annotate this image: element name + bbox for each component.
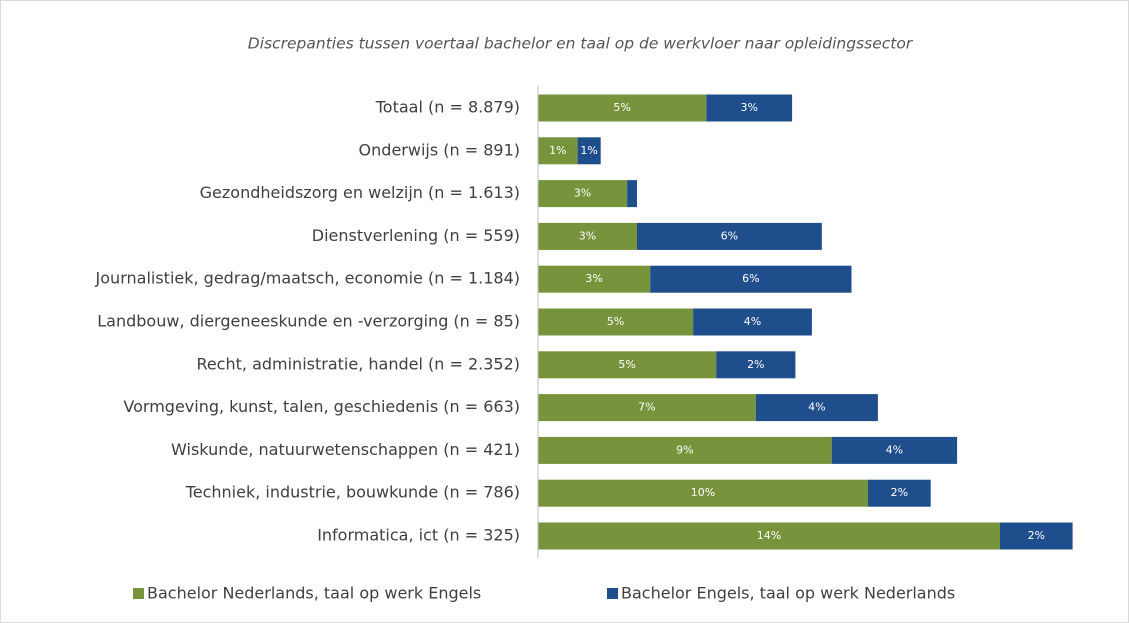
bar-segment <box>538 94 707 122</box>
value-label: 3% <box>579 229 596 242</box>
value-label: 4% <box>808 401 825 414</box>
category-label: Gezondheidszorg en welzijn (n = 1.613) <box>200 183 520 202</box>
category-label: Journalistiek, gedrag/maatsch, economie … <box>95 269 520 288</box>
bar-segment <box>706 94 793 122</box>
value-label: 3% <box>574 187 591 200</box>
legend-label: Bachelor Nederlands, taal op werk Engels <box>147 584 481 603</box>
bar-segment <box>627 180 637 208</box>
value-label: 14% <box>757 529 781 542</box>
bar-segment <box>538 436 832 464</box>
value-label: 6% <box>721 229 738 242</box>
bar-segment <box>538 265 651 293</box>
category-label: Dienstverlening (n = 559) <box>312 226 520 245</box>
bar-segment <box>538 479 868 507</box>
bar-segment <box>1000 522 1073 550</box>
bar-segment <box>538 180 628 208</box>
value-label: 6% <box>742 272 759 285</box>
bar-segment <box>538 222 637 250</box>
bar-segment <box>538 137 578 165</box>
value-label: 3% <box>740 101 757 114</box>
legend-swatch <box>607 588 618 599</box>
category-label: Wiskunde, natuurwetenschappen (n = 421) <box>171 440 520 459</box>
bar-segment <box>538 394 756 422</box>
bar-segment <box>831 436 958 464</box>
bar-segment <box>755 394 878 422</box>
value-label: 4% <box>744 315 761 328</box>
value-label: 1% <box>580 144 597 157</box>
value-label: 5% <box>613 101 630 114</box>
category-label: Vormgeving, kunst, talen, geschiedenis (… <box>123 397 520 416</box>
category-label: Recht, administratie, handel (n = 2.352) <box>196 354 520 373</box>
legend-label: Bachelor Engels, taal op werk Nederlands <box>621 584 955 603</box>
value-label: 7% <box>638 401 655 414</box>
category-label: Landbouw, diergeneeskunde en -verzorging… <box>97 312 520 331</box>
value-label: 5% <box>607 315 624 328</box>
category-label: Totaal (n = 8.879) <box>375 98 520 117</box>
category-label: Informatica, ict (n = 325) <box>317 526 520 545</box>
bar-segment <box>538 308 694 336</box>
legend-swatch <box>133 588 144 599</box>
value-label: 2% <box>747 358 764 371</box>
bar-segment <box>577 137 601 165</box>
value-label: 1% <box>549 144 566 157</box>
category-label: Techniek, industrie, bouwkunde (n = 786) <box>185 483 520 502</box>
bar-segment <box>693 308 812 336</box>
bar-segment <box>868 479 931 507</box>
value-label: 2% <box>891 486 908 499</box>
bar-segment <box>650 265 852 293</box>
bar-segment <box>538 351 717 379</box>
bar-segment <box>716 351 796 379</box>
chart-title: Discrepanties tussen voertaal bachelor e… <box>248 35 914 53</box>
value-label: 5% <box>618 358 635 371</box>
bar-segment <box>538 522 1000 550</box>
category-label: Onderwijs (n = 891) <box>359 140 520 159</box>
value-label: 4% <box>886 443 903 456</box>
value-label: 9% <box>676 443 693 456</box>
value-label: 3% <box>585 272 602 285</box>
value-label: 2% <box>1028 529 1045 542</box>
value-label: 10% <box>691 486 715 499</box>
bar-segment <box>637 222 822 250</box>
